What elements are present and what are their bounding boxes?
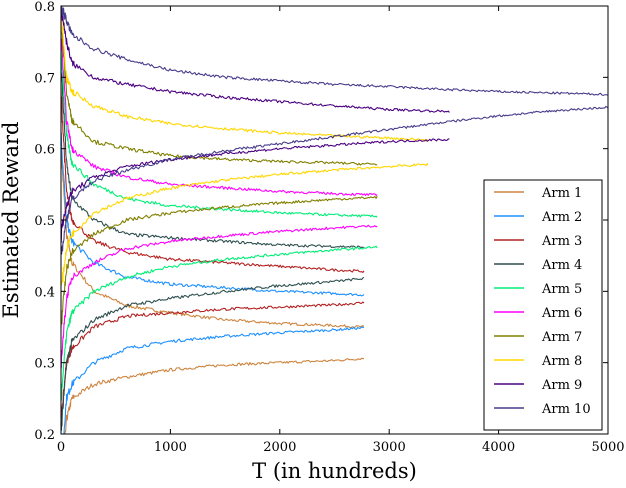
series-line-arm-8-upper (60, 13, 429, 142)
y-tick-label: 0.4 (34, 285, 55, 300)
series-line-arm-2-upper (60, 132, 365, 297)
x-tick-label: 0 (57, 440, 65, 455)
series-line-arm-9-upper (60, 5, 450, 113)
series-line-arm-7-lower (60, 195, 378, 328)
y-tick-label: 0.8 (34, 0, 55, 15)
series-line-arm-10-lower (60, 105, 609, 255)
legend-entry-label: Arm 7 (541, 330, 582, 345)
y-tick-label: 0.5 (34, 214, 55, 229)
legend-entry-label: Arm 5 (541, 282, 582, 297)
series-line-arm-2-lower (60, 326, 365, 435)
series-line-arm-4-upper (60, 72, 365, 249)
legend-entry-label: Arm 8 (541, 354, 582, 369)
series-line-arm-7-upper (60, 20, 378, 166)
series-line-arm-6-upper (60, 30, 378, 196)
x-tick-label: 3000 (373, 440, 406, 455)
series-line-arm-6-lower (60, 224, 378, 369)
series-line-arm-4-lower (60, 276, 365, 432)
series-line-arm-5-lower (60, 245, 378, 401)
legend-entry-label: Arm 1 (541, 186, 582, 201)
y-tick-label: 0.6 (34, 143, 55, 158)
x-tick-label: 1000 (154, 440, 187, 455)
series-line-arm-3-lower (60, 301, 365, 419)
series-line-arm-8-lower (60, 162, 429, 286)
legend-entry-label: Arm 3 (541, 234, 582, 249)
y-tick-label: 0.2 (34, 428, 55, 443)
series-line-arm-5-upper (60, 38, 378, 218)
plot-area (60, 5, 609, 435)
series-line-arm-10-upper (60, 5, 609, 96)
y-tick-label: 0.3 (34, 357, 55, 372)
y-tick-label: 0.7 (34, 71, 55, 86)
legend-entry-label: Arm 6 (541, 306, 582, 321)
legend-entry-label: Arm 2 (541, 210, 582, 225)
series-line-arm-9-lower (60, 138, 450, 244)
axis-ticks: 0 1000 2000 3000 4000 5000 0.2 0.3 0.4 0.5 0.6 0.7 0… (34, 0, 624, 455)
x-axis-label: T (in hundreds) (252, 459, 417, 483)
legend-entry-label: Arm 4 (541, 258, 582, 273)
legend-entry-label: Arm 9 (541, 378, 582, 393)
x-tick-label: 5000 (591, 440, 624, 455)
legend-entry-label: Arm 10 (541, 402, 591, 417)
legend: Arm 1 Arm 2 Arm 3 Arm 4 Arm 5 Arm 6 Arm 7 Arm 8… (483, 179, 603, 431)
y-axis-label: Estimated Reward (0, 122, 23, 319)
x-tick-label: 4000 (482, 440, 515, 455)
legend-box (483, 179, 603, 431)
x-tick-label: 2000 (263, 440, 296, 455)
series-line-arm-1-lower (60, 357, 365, 435)
series-line-arm-3-upper (60, 87, 365, 273)
